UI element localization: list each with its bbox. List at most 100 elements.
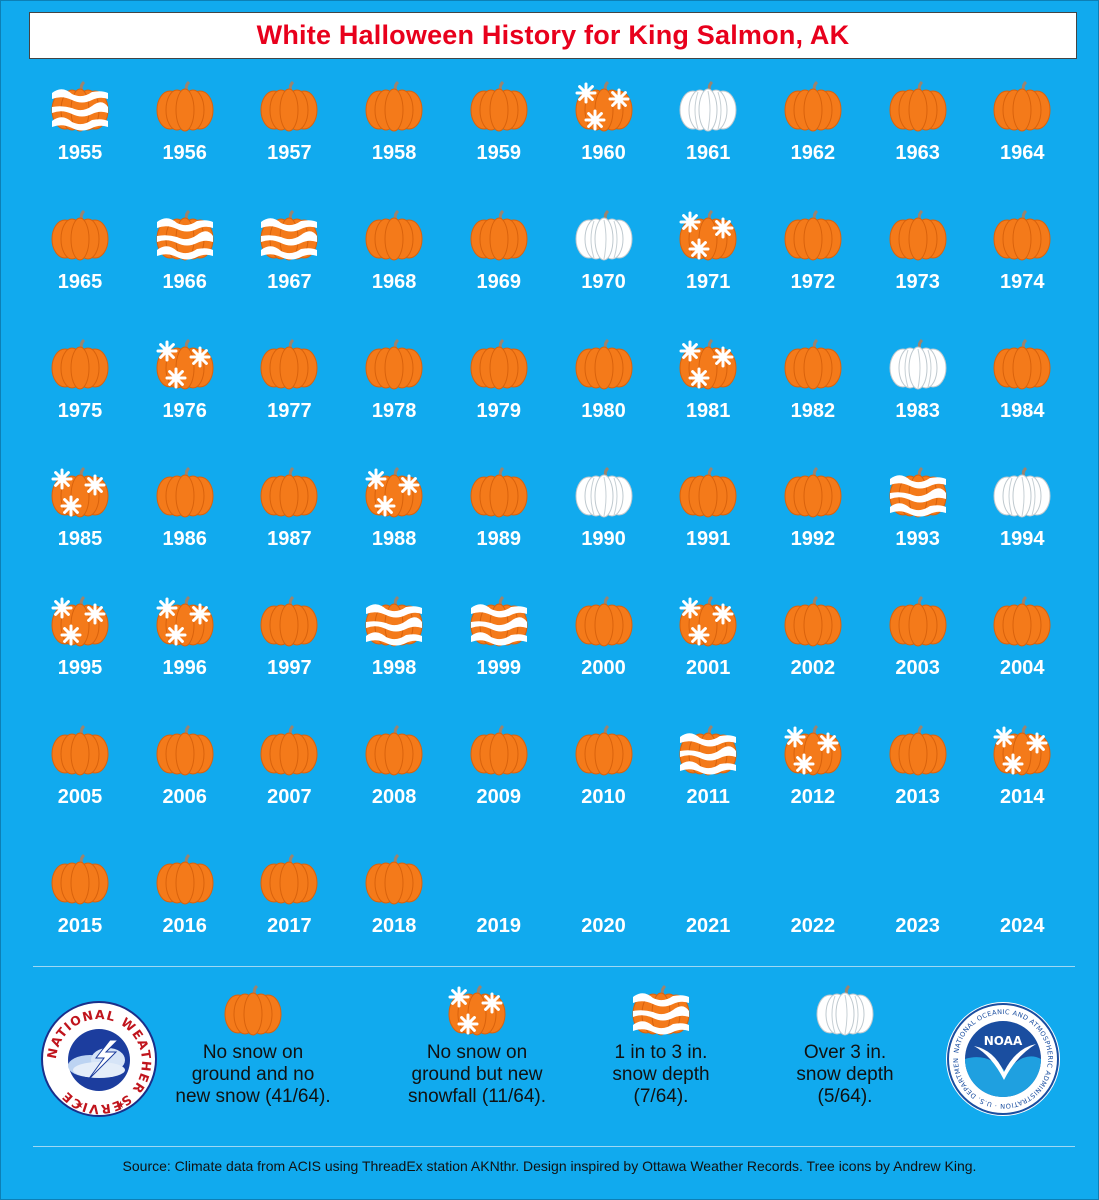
nws-logo-icon: NATIONAL WEATHER SERVICE ★ ★	[41, 1001, 157, 1117]
year-cell-1984: 1984	[970, 338, 1074, 438]
legend-label: Over 3 in. snow depth (5/64).	[765, 1042, 925, 1108]
year-label: 1962	[790, 142, 836, 164]
year-cell-1976: 1976	[133, 338, 237, 438]
year-label: 1994	[1000, 528, 1045, 551]
year-label: 2022	[790, 914, 836, 937]
svg-text:★: ★	[116, 1100, 125, 1111]
pumpkin-none-icon	[889, 81, 947, 132]
year-label: 1963	[895, 142, 940, 164]
year-label: 2010	[581, 786, 626, 808]
legend-label-line: No snow on	[426, 1042, 528, 1063]
year-cell-1989: 1989	[447, 466, 551, 566]
year-label: 1972	[790, 270, 836, 293]
pumpkin-snowfall-icon	[784, 725, 842, 776]
year-cell-1994: 1994	[970, 466, 1074, 566]
year-cell-1960: 1960	[552, 80, 656, 180]
year-cell-2017: 2017	[237, 853, 341, 953]
pumpkin-snowfall-icon	[156, 596, 214, 647]
pumpkin-none-icon	[260, 853, 318, 905]
year-label: 2006	[162, 786, 207, 808]
year-label: 1989	[476, 528, 522, 551]
year-label: 1979	[476, 399, 522, 422]
year-cell-2014: 2014	[970, 724, 1074, 824]
pumpkin-depth_1_3-icon	[260, 209, 318, 261]
year-label: 2007	[267, 786, 312, 808]
pumpkin-depth_1_3-icon	[470, 596, 528, 647]
year-label: 1971	[685, 270, 731, 293]
year-label: 1982	[790, 399, 836, 422]
year-label: 1961	[685, 142, 731, 164]
year-label: 2008	[371, 786, 417, 808]
year-cell-2005: 2005	[28, 724, 132, 824]
year-label: 2013	[895, 786, 940, 808]
year-cell-1966: 1966	[133, 209, 237, 309]
pumpkin-depth_1_3-icon	[156, 209, 214, 261]
year-cell-2020: 2020	[552, 853, 656, 953]
pumpkin-snowfall-icon	[679, 596, 737, 647]
year-cell-2011: 2011	[656, 724, 760, 824]
year-label: 2000	[581, 657, 626, 680]
pumpkin-none-icon	[889, 725, 947, 776]
year-cell-2023: 2023	[866, 853, 970, 953]
year-label: 2023	[895, 914, 940, 937]
pumpkin-none-icon	[993, 338, 1051, 390]
pumpkin-depth_1_3-icon	[365, 596, 423, 647]
year-label: 1957	[267, 142, 312, 164]
separator-bottom	[33, 1146, 1075, 1147]
year-cell-1974: 1974	[970, 209, 1074, 309]
chart-title: White Halloween History for King Salmon,…	[256, 20, 850, 50]
pumpkin-none-icon	[784, 467, 842, 518]
year-label: 2011	[686, 786, 730, 808]
pumpkin-none-icon	[470, 725, 528, 776]
year-cell-2013: 2013	[866, 724, 970, 824]
year-label: 2004	[1000, 657, 1045, 680]
year-label: 1996	[162, 657, 207, 680]
pumpkin-none-icon	[889, 596, 947, 647]
pumpkin-none-icon	[51, 338, 109, 390]
pumpkin-none-icon	[575, 725, 632, 776]
pumpkin-none-icon	[575, 338, 632, 390]
pumpkin-depth_over_3-icon	[889, 338, 947, 390]
pumpkin-depth_over_3-icon	[575, 209, 632, 261]
year-cell-2009: 2009	[447, 724, 551, 824]
separator-top	[33, 966, 1075, 967]
year-cell-1985: 1985	[28, 466, 132, 566]
year-label: 2015	[57, 914, 103, 937]
year-cell-1964: 1964	[970, 80, 1074, 180]
year-label: 2016	[162, 914, 207, 937]
year-label: 1973	[895, 270, 940, 293]
legend-label: No snow on ground and no new snow (41/64).	[153, 1042, 353, 1108]
year-label: 1958	[371, 142, 417, 164]
year-cell-1997: 1997	[237, 595, 341, 695]
pumpkin-none-icon	[365, 338, 423, 390]
year-label: 2003	[895, 657, 940, 680]
pumpkin-none-icon	[156, 81, 214, 132]
year-label: 1990	[581, 528, 626, 551]
pumpkin-none-icon	[784, 81, 842, 132]
year-cell-2015: 2015	[28, 853, 132, 953]
year-label: 1955	[57, 142, 103, 164]
year-cell-1999: 1999	[447, 595, 551, 695]
year-label: 1964	[1000, 142, 1045, 164]
year-label: 2019	[476, 914, 522, 937]
legend-label-line: snow depth	[612, 1064, 710, 1085]
year-cell-1995: 1995	[28, 595, 132, 695]
year-cell-1977: 1977	[237, 338, 341, 438]
year-cell-1958: 1958	[342, 80, 446, 180]
pumpkin-depth_over_3-icon	[575, 467, 632, 518]
pumpkin-snowfall-icon	[51, 467, 109, 518]
pumpkin-none-icon	[156, 725, 214, 776]
pumpkin-none-icon	[470, 467, 528, 518]
pumpkin-none-icon	[470, 81, 528, 132]
pumpkin-none-icon	[470, 209, 528, 261]
year-label: 2018	[371, 914, 417, 937]
year-cell-1993: 1993	[866, 466, 970, 566]
noaa-logo-icon: NATIONAL OCEANIC AND ATMOSPHERIC ADMINIS…	[944, 1000, 1060, 1116]
pumpkin-none-icon	[51, 725, 109, 776]
pumpkin-snowfall-icon	[575, 81, 632, 132]
pumpkin-none-icon	[156, 853, 214, 905]
year-cell-2021: 2021	[656, 853, 760, 953]
year-cell-1987: 1987	[237, 466, 341, 566]
legend-item-depth_over_3: Over 3 in. snow depth (5/64).	[765, 984, 925, 1108]
year-cell-1996: 1996	[133, 595, 237, 695]
